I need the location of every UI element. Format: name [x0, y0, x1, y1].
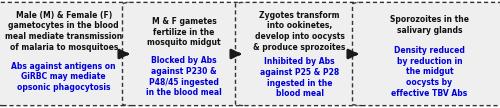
- FancyBboxPatch shape: [122, 2, 246, 106]
- Text: Blocked by Abs
against P230 &
P48/45 ingested
in the blood meal: Blocked by Abs against P230 & P48/45 ing…: [146, 56, 222, 98]
- Text: Male (M) & Female (F)
gametocytes in the blood
meal mediate transmission
of mala: Male (M) & Female (F) gametocytes in the…: [5, 10, 122, 52]
- Text: Sporozoites in the
salivary glands: Sporozoites in the salivary glands: [390, 15, 469, 35]
- Text: Zygotes transform
into ookinetes,
develop into oocysts
& produce sprozoites: Zygotes transform into ookinetes, develo…: [254, 10, 346, 52]
- Text: Inhibited by Abs
against P25 & P28
ingested in the
blood meal: Inhibited by Abs against P25 & P28 inges…: [260, 57, 339, 98]
- Text: M & F gametes
fertilize in the
mosquito midgut: M & F gametes fertilize in the mosquito …: [147, 17, 221, 47]
- FancyBboxPatch shape: [352, 2, 500, 106]
- FancyBboxPatch shape: [236, 2, 364, 106]
- Text: Density reduced
by reduction in
the midgut
oocysts by
effective TBV Abs: Density reduced by reduction in the midg…: [392, 46, 468, 98]
- Text: Abs against antigens on
GiRBC may mediate
opsonic phagocytosis: Abs against antigens on GiRBC may mediat…: [12, 62, 116, 92]
- FancyBboxPatch shape: [0, 2, 134, 106]
